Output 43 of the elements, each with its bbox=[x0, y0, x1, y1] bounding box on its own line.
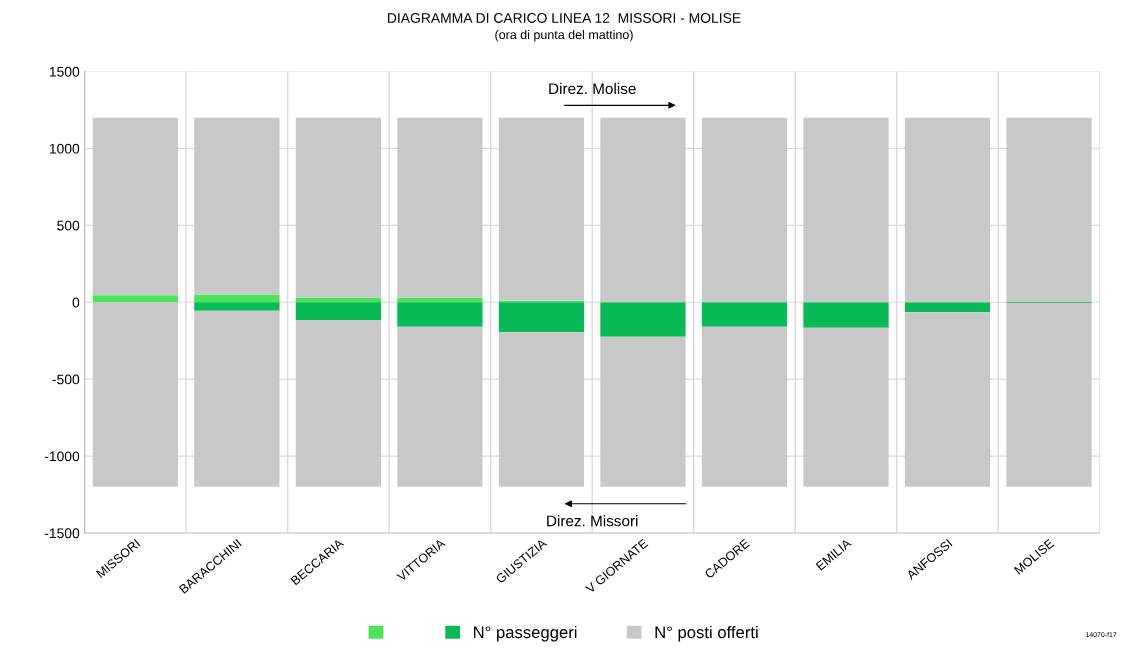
annotation: Direz. Missori bbox=[547, 515, 638, 527]
y-tick-label: 0 bbox=[72, 297, 80, 308]
bar bbox=[701, 326, 788, 487]
y-tick-label: -1500 bbox=[44, 528, 80, 539]
y-tick-label: -500 bbox=[52, 374, 80, 385]
bar bbox=[904, 117, 991, 303]
bar bbox=[498, 302, 585, 333]
bar bbox=[397, 302, 483, 327]
bar bbox=[803, 327, 889, 487]
bar bbox=[904, 312, 991, 487]
legend-label: N° posti offerti bbox=[655, 625, 758, 642]
bar bbox=[701, 117, 788, 303]
bar bbox=[295, 117, 382, 298]
y-tick-label: -1000 bbox=[44, 451, 80, 462]
chart-subtitle: (ora di punta del mattino) bbox=[495, 29, 633, 42]
bar bbox=[194, 302, 280, 311]
legend-label: N° passeggeri bbox=[473, 625, 577, 642]
bar bbox=[803, 302, 889, 328]
y-tick-label: 1500 bbox=[49, 66, 80, 77]
chart-title: DIAGRAMMA DI CARICO LINEA 12 MISSORI - MOLISE bbox=[388, 13, 741, 23]
bar bbox=[194, 294, 280, 303]
bar bbox=[498, 117, 585, 301]
bar bbox=[701, 302, 788, 327]
y-tick-label: 500 bbox=[57, 220, 80, 231]
bar bbox=[295, 319, 382, 487]
bar bbox=[904, 302, 991, 313]
annotation: Direz. Molise bbox=[549, 82, 636, 95]
bar bbox=[397, 326, 483, 487]
bar bbox=[803, 117, 889, 303]
bar bbox=[1006, 117, 1092, 302]
y-tick-label: 1000 bbox=[49, 143, 80, 154]
bar bbox=[194, 117, 280, 295]
bar bbox=[397, 117, 483, 298]
bar bbox=[1006, 303, 1092, 487]
bar bbox=[92, 302, 178, 487]
bar bbox=[92, 117, 178, 296]
bar bbox=[600, 336, 686, 487]
bar bbox=[498, 332, 585, 487]
bar bbox=[92, 295, 178, 303]
bar bbox=[194, 310, 280, 487]
bar bbox=[295, 302, 382, 320]
bar bbox=[600, 117, 686, 303]
bar bbox=[600, 302, 686, 337]
